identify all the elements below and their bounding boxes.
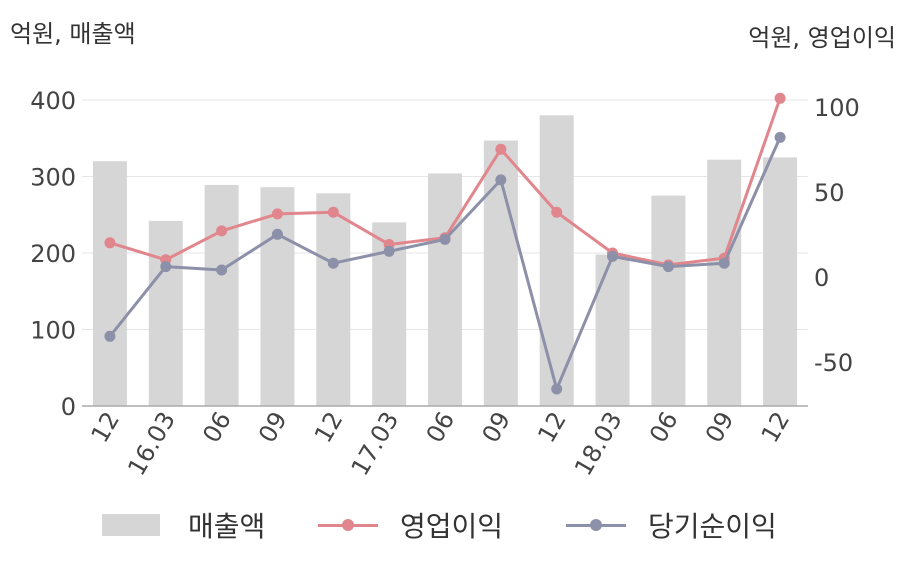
operating-point: [271, 208, 283, 220]
net-point: [383, 245, 395, 257]
net-point: [160, 261, 172, 273]
legend-item-revenue: 매출액: [102, 500, 265, 550]
revenue-bars: [92, 115, 798, 407]
revenue-bar: [595, 254, 630, 406]
y-left-tick-label: 300: [30, 164, 76, 192]
revenue-bar: [92, 161, 127, 406]
net-point: [495, 174, 507, 186]
legend-label-net: 당기순이익: [648, 510, 777, 543]
revenue-bar: [316, 193, 351, 406]
net-point: [551, 383, 563, 395]
net-point: [718, 257, 730, 269]
x-tick-label: 12: [532, 407, 572, 447]
revenue-bar: [763, 157, 798, 406]
net-point: [662, 261, 674, 273]
net-point: [216, 264, 228, 276]
x-tick-label: 09: [700, 407, 740, 447]
operating-point: [327, 206, 339, 218]
legend-swatch-net: [566, 514, 626, 536]
revenue-bar: [651, 195, 686, 406]
x-tick-label: 06: [197, 407, 237, 447]
legend-item-operating: 영업이익: [318, 500, 503, 550]
net-point: [271, 228, 283, 240]
operating-point: [774, 92, 786, 104]
y-left-tick-label: 0: [61, 393, 76, 421]
x-tick-label: 12: [756, 407, 796, 447]
legend-label-revenue: 매출액: [188, 510, 266, 543]
y-right-tick-label: -50: [814, 349, 853, 377]
profit-lines: [104, 92, 786, 395]
revenue-bar: [539, 115, 574, 407]
net-point: [439, 233, 451, 245]
operating-point: [495, 143, 507, 155]
legend-label-operating: 영업이익: [400, 510, 504, 543]
legend-swatch-operating: [318, 514, 378, 536]
right-axis-unit: 억원, 영업이익: [748, 24, 896, 52]
operating-point: [104, 237, 116, 249]
legend-swatch-revenue: [102, 514, 160, 536]
x-tick-label: 09: [477, 407, 517, 447]
net-point: [104, 330, 116, 342]
revenue-bar: [204, 184, 239, 406]
x-tick-label: 12: [86, 407, 126, 447]
net-point: [327, 257, 339, 269]
operating-point: [551, 206, 563, 218]
revenue-bar: [148, 220, 183, 406]
x-tick-label: 16.03: [122, 407, 181, 481]
y-left-tick-label: 100: [30, 317, 76, 345]
revenue-bar: [707, 159, 742, 406]
y-right-tick-label: 50: [814, 179, 845, 207]
x-tick-label: 17.03: [346, 407, 405, 481]
net-point: [774, 131, 786, 143]
net-point: [607, 250, 619, 262]
legend-item-net: 당기순이익: [566, 500, 777, 550]
y-left-tick-label: 400: [30, 87, 76, 115]
x-tick-label: 18.03: [569, 407, 628, 481]
x-tick-label: 06: [421, 407, 461, 447]
x-tick-label: 09: [253, 407, 293, 447]
legend: 매출액 영업이익 당기순이익: [0, 500, 908, 550]
y-right-tick-label: 100: [814, 94, 860, 122]
x-tick-label: 06: [644, 407, 684, 447]
operating-point: [216, 225, 228, 237]
revenue-bar: [260, 187, 295, 406]
x-tick-label: 12: [309, 407, 349, 447]
left-axis-unit: 억원, 매출액: [10, 20, 136, 48]
y-right-tick-label: 0: [814, 264, 829, 292]
y-left-tick-label: 200: [30, 240, 76, 268]
revenue-bar: [428, 173, 462, 406]
